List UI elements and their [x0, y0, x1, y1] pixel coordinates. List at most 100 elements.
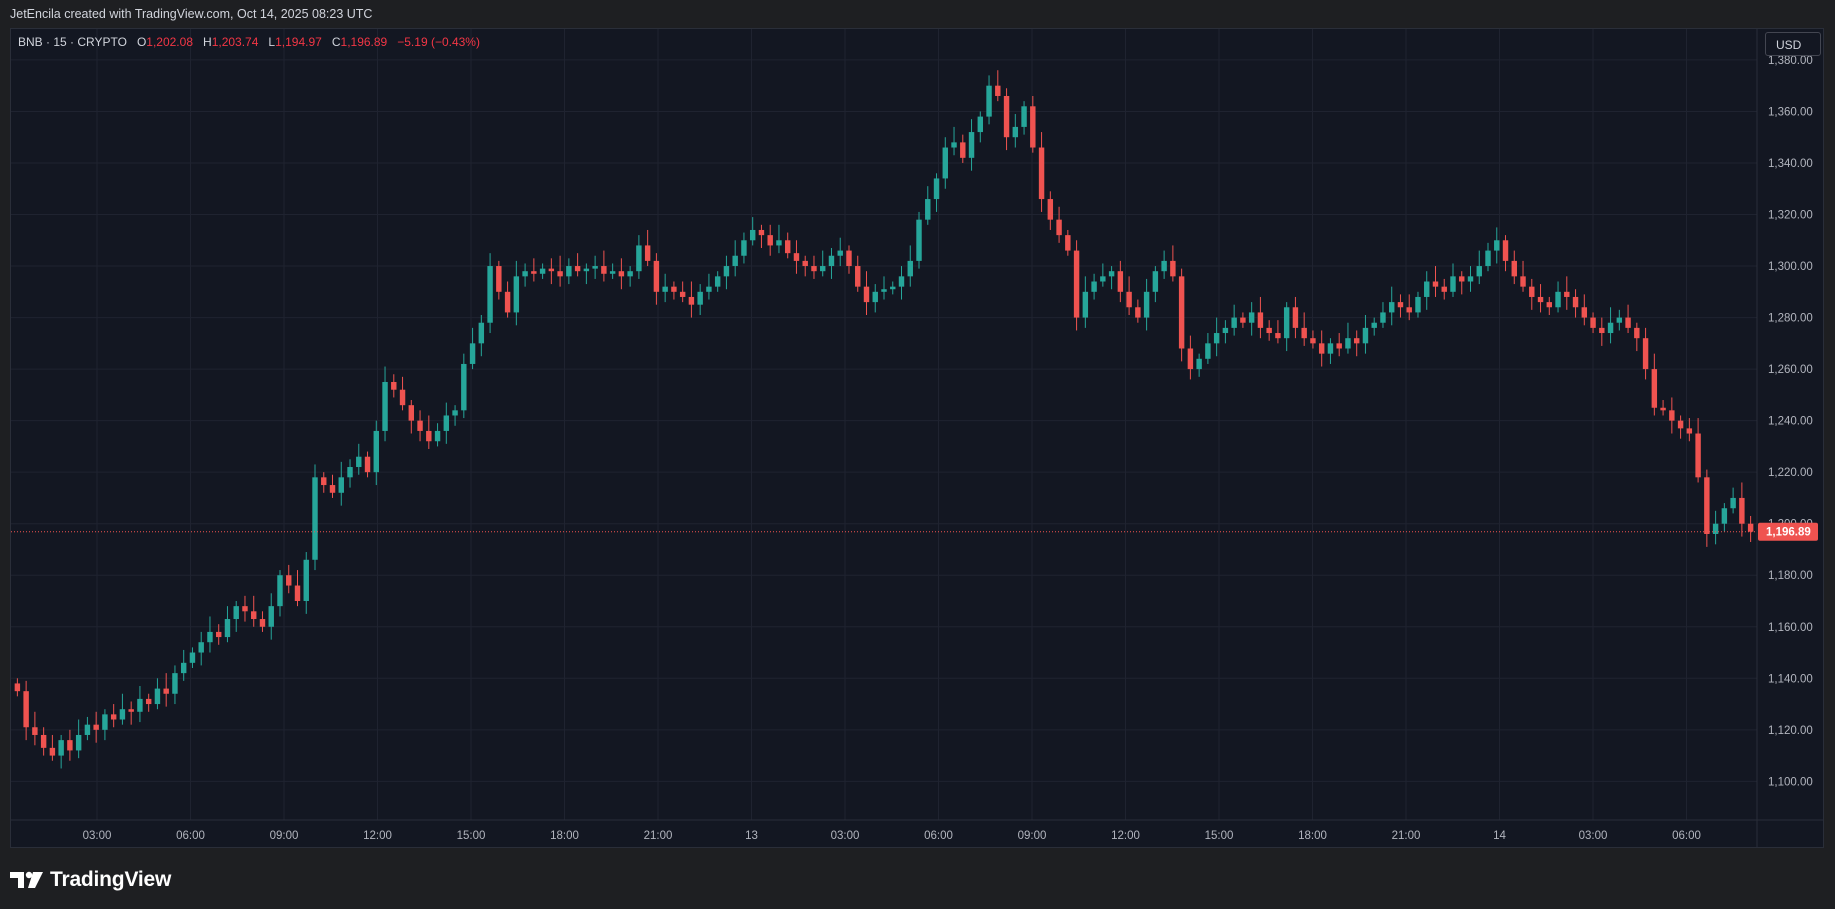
legend-open-label: O [136, 35, 147, 49]
legend-high-label: H [203, 35, 212, 49]
candle [1677, 415, 1684, 439]
candle [259, 611, 266, 632]
candle [583, 263, 590, 285]
candle-body [504, 291, 511, 313]
candle [1704, 469, 1710, 547]
candle-body [767, 235, 773, 246]
candle-body [977, 116, 984, 133]
candle [671, 281, 677, 300]
candle [942, 137, 948, 189]
candle [251, 595, 257, 627]
candle-body [907, 260, 913, 277]
legend-low-label: L [268, 35, 276, 49]
candle-body [1467, 276, 1474, 282]
candle [1021, 101, 1027, 135]
candle [478, 314, 485, 357]
candle-body [1047, 199, 1054, 220]
candle [531, 258, 537, 282]
candle [662, 273, 668, 303]
candle-body [636, 245, 642, 272]
candle [1135, 299, 1141, 323]
candle [855, 255, 861, 292]
candle [1450, 263, 1456, 297]
candle [574, 253, 581, 277]
candle [1108, 266, 1115, 290]
candle [1485, 242, 1491, 272]
candle-body [566, 266, 572, 277]
candle-body [1275, 333, 1281, 339]
candle [828, 248, 835, 279]
x-tick-label: 15:00 [457, 830, 486, 842]
candle-body [242, 606, 248, 612]
candle-body [1686, 428, 1693, 434]
candle [268, 593, 274, 640]
candle-body [1231, 317, 1237, 328]
candle-body [1336, 343, 1342, 349]
candle [767, 224, 773, 256]
candle-body [321, 477, 327, 486]
candle [977, 111, 984, 143]
candle [968, 119, 975, 171]
candle-body [1170, 260, 1176, 277]
candle [784, 232, 791, 259]
candle-body [1415, 296, 1421, 313]
candle [215, 624, 222, 645]
candle-body [198, 642, 204, 653]
candle-body [1021, 106, 1027, 127]
candle-body [1739, 497, 1745, 524]
candle-body [180, 662, 187, 674]
candle-body [1222, 327, 1229, 334]
candle-body [443, 415, 450, 431]
candle [110, 704, 117, 728]
candle-body [434, 430, 441, 442]
candle [1380, 302, 1386, 328]
candle [898, 266, 905, 300]
candle-body [373, 430, 379, 473]
candle [1073, 240, 1080, 331]
candle-body [207, 631, 213, 643]
candle-body [1450, 276, 1456, 292]
candle-body [1476, 266, 1482, 277]
legend-close-label: C [331, 35, 341, 49]
candle-body [172, 673, 178, 694]
x-tick-label: 21:00 [1392, 830, 1421, 842]
candle-body [1432, 281, 1439, 287]
candle [84, 716, 91, 741]
y-tick-label: 1,120.00 [1768, 725, 1813, 737]
candle [522, 263, 528, 287]
candle [557, 255, 563, 287]
candle [811, 255, 817, 279]
candle [1187, 335, 1194, 380]
candle-body [487, 266, 493, 323]
candle [49, 734, 56, 761]
candle [496, 260, 502, 300]
candle [67, 729, 73, 761]
candle-body [1494, 240, 1500, 251]
y-tick-label: 1,100.00 [1768, 776, 1813, 788]
candle-body [1712, 523, 1719, 535]
candle-body [1108, 271, 1115, 277]
candle [1248, 302, 1255, 336]
candle-body [1345, 338, 1351, 349]
candle [793, 240, 800, 274]
candle [679, 281, 686, 303]
candle-body [1704, 477, 1710, 535]
candle [706, 273, 712, 300]
candle-body [688, 296, 695, 305]
candle-body [890, 286, 896, 290]
candle [1213, 317, 1220, 357]
candle-body [49, 747, 56, 756]
candle [452, 405, 458, 426]
chart-panel[interactable] [10, 28, 1824, 848]
candle [1353, 330, 1360, 357]
candle-body [1143, 291, 1150, 318]
candle-body [145, 698, 152, 705]
candle-body [1038, 147, 1045, 200]
candle [1336, 333, 1342, 357]
candle-body [986, 85, 992, 117]
candle [1590, 312, 1596, 334]
candle [749, 217, 756, 246]
currency-button[interactable]: USD [1765, 32, 1821, 56]
candle-body [1257, 312, 1264, 328]
